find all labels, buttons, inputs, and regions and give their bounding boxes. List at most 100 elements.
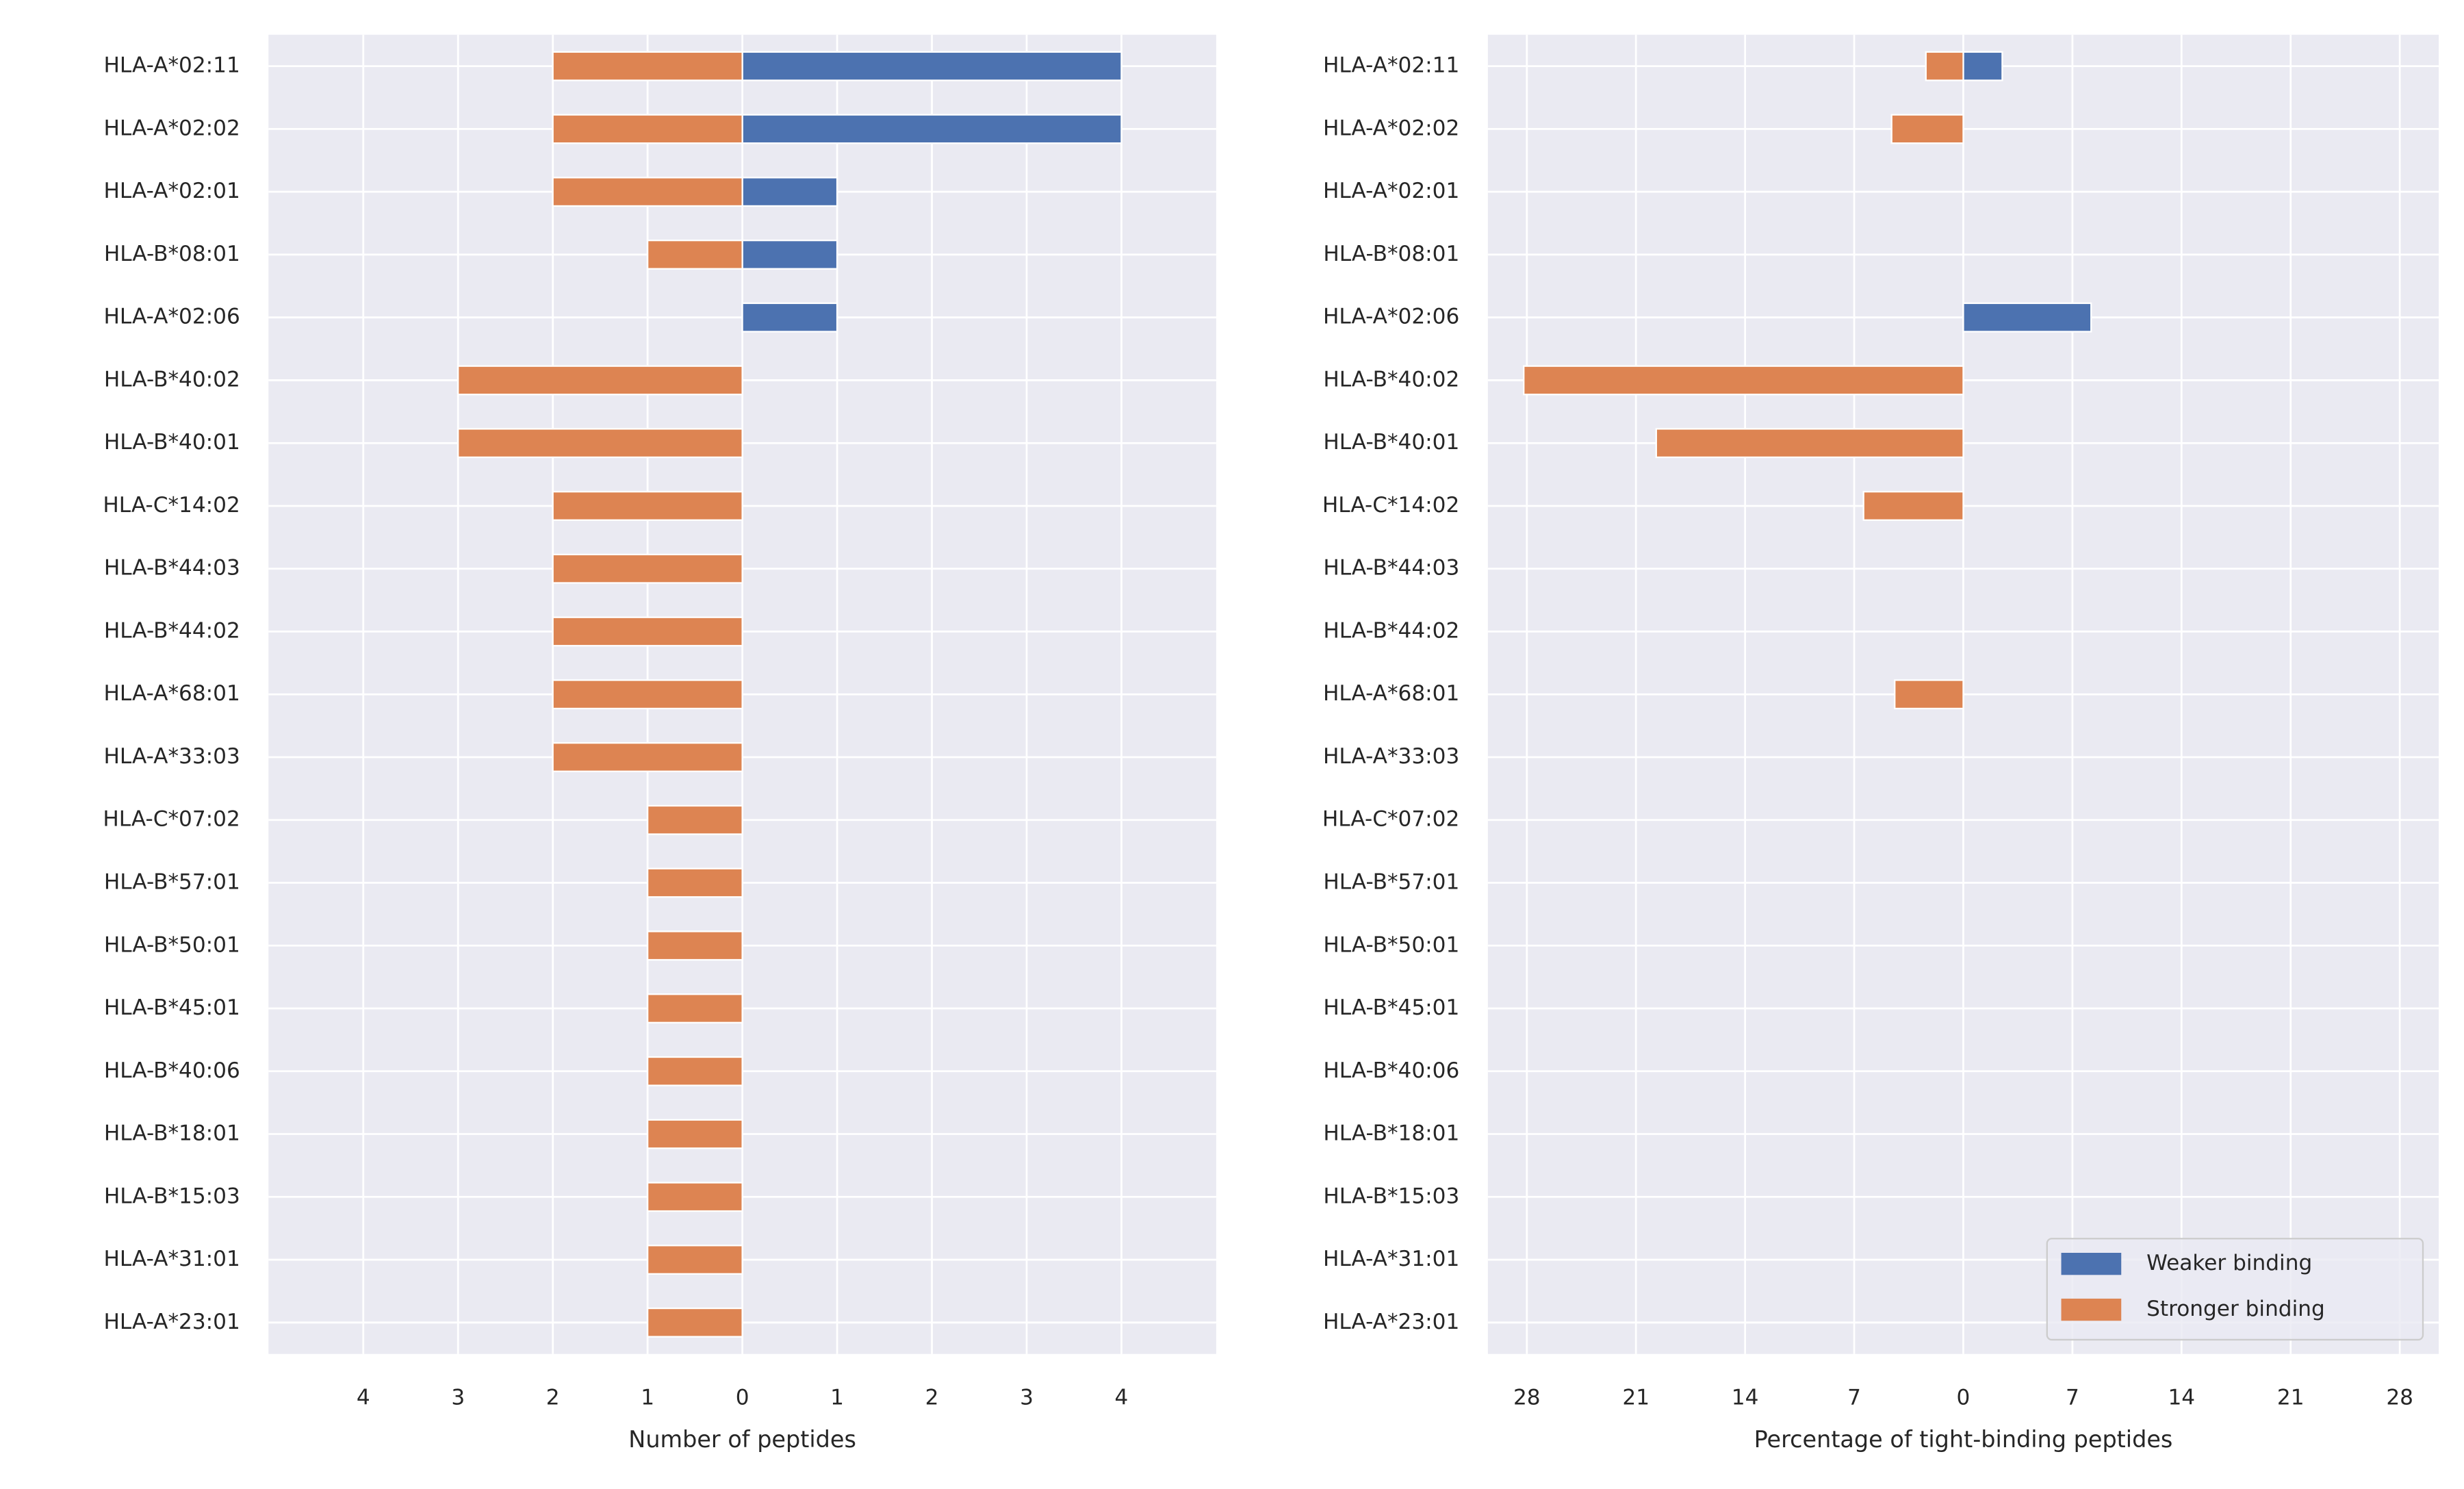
y-tick-label: HLA-A*02:02 xyxy=(103,116,240,140)
bar xyxy=(741,51,1122,81)
y-tick-label: HLA-B*45:01 xyxy=(104,995,240,1020)
y-tick-label: HLA-B*08:01 xyxy=(104,242,240,266)
y-tick-label: HLA-B*40:01 xyxy=(104,430,240,455)
x-tick-label: 2 xyxy=(546,1385,560,1410)
y-tick-label: HLA-B*44:03 xyxy=(104,556,240,581)
legend-label: Stronger binding xyxy=(2146,1297,2325,1321)
x-tick-label: 21 xyxy=(2277,1385,2305,1410)
bar xyxy=(646,1245,743,1275)
bar xyxy=(552,679,743,710)
bar xyxy=(552,177,743,207)
y-tick-label: HLA-B*18:01 xyxy=(1323,1121,1459,1146)
y-tick-label: HLA-A*02:06 xyxy=(103,305,240,329)
bar xyxy=(552,51,743,81)
y-tick-label: HLA-A*02:01 xyxy=(1323,179,1459,203)
x-tick-label: 21 xyxy=(1622,1385,1650,1410)
y-tick-label: HLA-A*68:01 xyxy=(103,681,240,706)
legend-swatch xyxy=(2061,1253,2122,1275)
bar xyxy=(741,114,1122,144)
legend-swatch xyxy=(2061,1298,2122,1321)
bar xyxy=(646,240,743,270)
bar xyxy=(1890,114,1964,144)
x-tick-label: 3 xyxy=(1020,1385,1034,1410)
bar xyxy=(1962,302,2092,333)
y-tick-label: HLA-C*07:02 xyxy=(1322,807,1459,832)
bar xyxy=(1925,51,1964,81)
x-tick-label: 28 xyxy=(2386,1385,2413,1410)
y-tick-label: HLA-A*31:01 xyxy=(1323,1247,1459,1271)
y-tick-label: HLA-B*50:01 xyxy=(1323,932,1459,957)
x-tick-label: 1 xyxy=(830,1385,844,1410)
x-axis-label: Number of peptides xyxy=(628,1426,856,1453)
y-tick-label: HLA-A*02:06 xyxy=(1323,305,1459,329)
bar xyxy=(646,1056,743,1086)
y-tick-label: HLA-C*07:02 xyxy=(103,807,240,832)
y-tick-label: HLA-A*68:01 xyxy=(1323,681,1459,706)
bar xyxy=(646,867,743,898)
bar xyxy=(741,302,838,333)
y-tick-label: HLA-B*08:01 xyxy=(1323,242,1459,266)
y-tick-label: HLA-B*15:03 xyxy=(104,1184,240,1208)
bar xyxy=(741,240,838,270)
legend-box xyxy=(2046,1238,2424,1341)
y-tick-label: HLA-B*50:01 xyxy=(104,932,240,957)
x-tick-label: 0 xyxy=(736,1385,749,1410)
y-tick-label: HLA-B*40:02 xyxy=(104,367,240,392)
bar xyxy=(646,1119,743,1149)
y-tick-label: HLA-B*44:02 xyxy=(1323,618,1459,643)
x-tick-label: 3 xyxy=(451,1385,465,1410)
y-tick-label: HLA-C*14:02 xyxy=(103,493,240,518)
y-tick-label: HLA-A*02:11 xyxy=(1323,53,1459,78)
x-tick-label: 7 xyxy=(1847,1385,1861,1410)
y-tick-label: HLA-A*02:01 xyxy=(103,179,240,203)
bar xyxy=(646,1182,743,1212)
bar xyxy=(1862,491,1964,521)
x-tick-label: 4 xyxy=(357,1385,370,1410)
x-tick-label: 1 xyxy=(641,1385,654,1410)
y-tick-label: HLA-A*31:01 xyxy=(103,1247,240,1271)
x-tick-label: 0 xyxy=(1957,1385,1971,1410)
x-tick-label: 4 xyxy=(1115,1385,1129,1410)
y-tick-label: HLA-B*57:01 xyxy=(1323,870,1459,895)
bar xyxy=(457,365,743,396)
bar xyxy=(552,742,743,772)
y-tick-label: HLA-B*45:01 xyxy=(1323,995,1459,1020)
y-tick-label: HLA-A*33:03 xyxy=(1323,744,1459,769)
y-tick-label: HLA-B*40:01 xyxy=(1323,430,1459,455)
y-tick-label: HLA-B*44:02 xyxy=(104,618,240,643)
bar xyxy=(646,930,743,961)
y-tick-label: HLA-B*40:06 xyxy=(104,1058,240,1083)
x-tick-label: 2 xyxy=(925,1385,939,1410)
y-tick-label: HLA-A*23:01 xyxy=(103,1310,240,1334)
y-tick-label: HLA-B*18:01 xyxy=(104,1121,240,1146)
legend-label: Weaker binding xyxy=(2146,1251,2312,1275)
bar xyxy=(552,616,743,647)
bar xyxy=(457,428,743,459)
bar xyxy=(552,491,743,521)
bar xyxy=(1523,365,1964,396)
bar xyxy=(646,804,743,835)
y-tick-label: HLA-B*40:06 xyxy=(1323,1058,1459,1083)
bar xyxy=(741,177,838,207)
y-tick-label: HLA-B*57:01 xyxy=(104,870,240,895)
y-tick-label: HLA-C*14:02 xyxy=(1322,493,1459,518)
bar xyxy=(646,1307,743,1338)
x-tick-label: 14 xyxy=(2168,1385,2195,1410)
x-tick-label: 28 xyxy=(1513,1385,1541,1410)
bar xyxy=(552,553,743,584)
x-axis-label: Percentage of tight-binding peptides xyxy=(1754,1426,2173,1453)
bar xyxy=(646,993,743,1023)
y-tick-label: HLA-A*23:01 xyxy=(1323,1310,1459,1334)
y-tick-label: HLA-A*02:11 xyxy=(103,53,240,78)
bar xyxy=(552,114,743,144)
y-tick-label: HLA-B*40:02 xyxy=(1323,367,1459,392)
bar xyxy=(1894,679,1964,710)
y-tick-label: HLA-A*02:02 xyxy=(1323,116,1459,140)
x-tick-label: 7 xyxy=(2066,1385,2079,1410)
y-tick-label: HLA-A*33:03 xyxy=(103,744,240,769)
x-tick-label: 14 xyxy=(1732,1385,1759,1410)
bar xyxy=(1962,51,2003,81)
y-tick-label: HLA-B*15:03 xyxy=(1323,1184,1459,1208)
